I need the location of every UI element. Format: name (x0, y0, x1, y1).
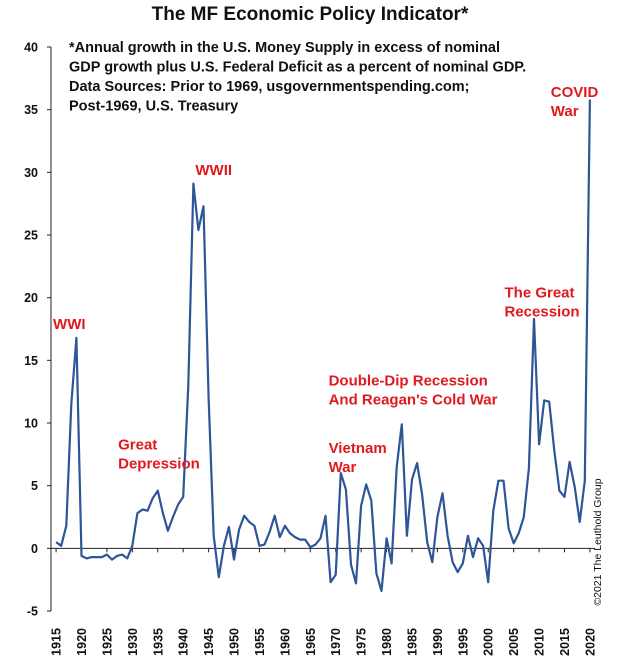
x-tick-label: 2005 (507, 628, 521, 656)
annotation: Double-Dip Recession And Reagan's Cold Wa… (329, 372, 498, 408)
x-tick-label: 1915 (50, 628, 64, 656)
y-tick-label: 20 (24, 291, 38, 305)
x-tick-label: 1955 (253, 628, 267, 656)
x-tick-label: 1945 (202, 628, 216, 656)
annotation-line: Recession (505, 304, 580, 321)
y-tick-label: 30 (24, 166, 38, 180)
x-tick-label: 2020 (583, 628, 597, 656)
x-tick-label: 1950 (228, 628, 242, 656)
note-line: GDP growth plus U.S. Federal Deficit as … (69, 60, 526, 76)
annotation-line: WWII (195, 162, 232, 179)
x-axis-ticks: 1915 1920 1925 1930 1935 1940 1945 1950 1955 1960… (50, 548, 597, 656)
annotation: COVID War (551, 84, 599, 120)
series-group (55, 99, 591, 593)
x-tick-label: 1975 (355, 628, 369, 656)
x-tick-label: 1965 (304, 628, 318, 656)
annotation-line: Vietnam (329, 440, 387, 457)
annotation-line: Great (118, 436, 157, 453)
y-axis-ticks: -5 0 5 10 15 20 25 30 35 40 (24, 41, 51, 619)
note-line: *Annual growth in the U.S. Money Supply … (69, 40, 500, 56)
annotation-line: WWI (53, 316, 85, 333)
annotation-line: And Reagan's Cold War (329, 391, 498, 408)
x-tick-label: 1985 (405, 628, 419, 656)
y-tick-label: 40 (24, 41, 38, 55)
x-tick-label: 1960 (278, 628, 292, 656)
annotation-line: The Great (505, 285, 575, 302)
annotation-line: Double-Dip Recession (329, 372, 488, 389)
x-tick-label: 1925 (100, 628, 114, 656)
x-tick-label: 1940 (177, 628, 191, 656)
chart-axes (50, 47, 595, 611)
y-tick-label: 15 (24, 354, 38, 368)
annotation-line: War (329, 459, 357, 476)
annotation: WWII (195, 162, 232, 179)
series-line (55, 99, 591, 593)
x-tick-label: 1920 (75, 628, 89, 656)
annotation-line: COVID (551, 84, 599, 101)
annotation-line: War (551, 103, 579, 120)
annotation-line: Depression (118, 455, 200, 472)
x-tick-label: 1935 (151, 628, 165, 656)
y-tick-label: 0 (31, 542, 38, 556)
annotations: WWI WWII Great Depression Vietnam War Double-D… (53, 84, 598, 476)
chart-title: The MF Economic Policy Indicator* (151, 4, 469, 25)
note-line: Post-1969, U.S. Treasury (69, 99, 238, 115)
x-tick-label: 1930 (126, 628, 140, 656)
annotation: WWI (53, 316, 85, 333)
x-tick-label: 2000 (482, 628, 496, 656)
x-tick-label: 2010 (533, 628, 547, 656)
note-line: Data Sources: Prior to 1969, usgovernmen… (69, 79, 469, 95)
x-tick-label: 1995 (456, 628, 470, 656)
x-tick-label: 1980 (380, 628, 394, 656)
chart-note: *Annual growth in the U.S. Money Supply … (69, 40, 526, 115)
x-tick-label: 1990 (431, 628, 445, 656)
y-tick-label: 35 (24, 103, 38, 117)
y-tick-label: 10 (24, 417, 38, 431)
annotation: Vietnam War (329, 440, 387, 476)
x-tick-label: 1970 (329, 628, 343, 656)
credit-text: ©2021 The Leuthold Group (592, 478, 604, 605)
y-tick-label: -5 (27, 605, 38, 619)
y-tick-label: 5 (31, 479, 38, 493)
y-tick-label: 25 (24, 229, 38, 243)
annotation: The Great Recession (505, 285, 580, 321)
annotation: Great Depression (118, 436, 200, 472)
x-tick-label: 2015 (558, 628, 572, 656)
